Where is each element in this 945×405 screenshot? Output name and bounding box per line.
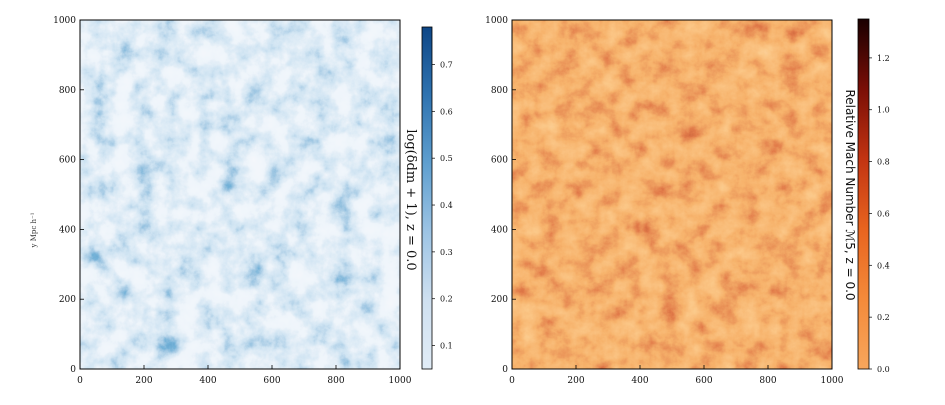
density-y-tick-label: 600 — [59, 156, 76, 166]
mach-x-tick-label: 600 — [695, 376, 712, 386]
mach-colorbar-ticks: 0.0 0.2 0.4 0.6 0.8 1.0 1.2 — [869, 54, 890, 374]
mach-x-tick-label: 800 — [759, 376, 776, 386]
mach-y-tick-label: 1000 — [485, 16, 508, 26]
mach-colorbar-label: Relative Mach Number ℳ5, z = 0.0 — [843, 89, 857, 300]
density-colorbar-ticks: 0.1 0.2 0.3 0.4 0.5 0.6 0.7 — [432, 60, 453, 351]
density-y-tick-label: 200 — [59, 295, 76, 305]
density-colorbar-tick-label: 0.7 — [440, 60, 453, 69]
mach-field-image — [512, 20, 832, 369]
density-y-tick-label: 800 — [59, 86, 76, 96]
density-y-tick-label: 400 — [59, 225, 76, 235]
panel-density: 0 200 400 600 800 1000 0 200 400 600 800 1000 y Mp… — [30, 16, 453, 386]
mach-colorbar-tick-label: 0.8 — [877, 158, 890, 167]
density-x-ticks: 0 200 400 600 800 1000 — [77, 365, 412, 386]
density-x-tick-label: 1000 — [389, 376, 412, 386]
density-field-image — [80, 20, 400, 369]
density-colorbar-label: log(δdm + 1), z = 0.0 — [403, 129, 418, 270]
density-y-ticks: 0 200 400 600 800 1000 — [53, 16, 84, 375]
density-colorbar-tick-label: 0.3 — [440, 248, 453, 257]
density-x-tick-label: 400 — [199, 376, 216, 386]
density-x-tick-label: 0 — [77, 376, 83, 386]
mach-y-tick-label: 600 — [491, 156, 508, 166]
mach-colorbar-tick-label: 1.0 — [877, 106, 890, 115]
mach-plot-frame — [511, 19, 833, 370]
density-y-axis-label: y Mpc h⁻¹ — [30, 212, 38, 248]
mach-y-tick-label: 200 — [491, 295, 508, 305]
mach-y-tick-label: 800 — [491, 86, 508, 96]
mach-colorbar-tick-label: 0.4 — [877, 261, 890, 270]
density-colorbar-tick-label: 0.5 — [440, 154, 453, 163]
mach-x-tick-label: 400 — [631, 376, 648, 386]
mach-colorbar-tick-label: 1.2 — [877, 54, 890, 63]
mach-x-tick-label: 1000 — [821, 376, 844, 386]
density-colorbar-tick-label: 0.4 — [440, 201, 453, 210]
mach-colorbar-tick-label: 0.6 — [877, 209, 890, 218]
density-y-tick-label: 0 — [70, 365, 76, 375]
density-colorbar — [421, 26, 433, 370]
mach-y-ticks: 0 200 400 600 800 1000 — [485, 16, 516, 375]
density-colorbar-tick-label: 0.6 — [440, 107, 453, 116]
mach-colorbar-tick-label: 0.2 — [877, 313, 890, 322]
density-y-tick-label: 1000 — [53, 16, 76, 26]
density-x-tick-label: 600 — [263, 376, 280, 386]
density-colorbar-tick-label: 0.2 — [440, 295, 453, 304]
density-x-tick-label: 200 — [135, 376, 152, 386]
density-plot-frame — [79, 19, 401, 370]
density-x-tick-label: 800 — [327, 376, 344, 386]
mach-x-tick-label: 200 — [567, 376, 584, 386]
mach-colorbar-tick-label: 0.0 — [877, 365, 890, 374]
mach-y-tick-label: 0 — [502, 365, 508, 375]
mach-x-ticks: 0 200 400 600 800 1000 — [509, 365, 844, 386]
density-colorbar-tick-label: 0.1 — [440, 342, 453, 351]
mach-y-tick-label: 400 — [491, 225, 508, 235]
mach-colorbar — [857, 18, 870, 370]
mach-x-tick-label: 0 — [509, 376, 515, 386]
